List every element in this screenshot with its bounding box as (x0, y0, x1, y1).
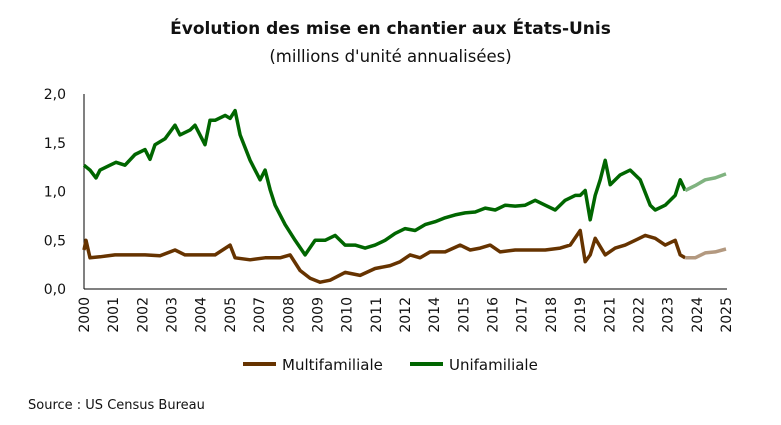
x-tick-label: 2019 (573, 297, 589, 333)
x-tick-label: 2008 (281, 297, 297, 333)
x-tick-label: 2016 (486, 297, 502, 333)
x-tick-label: 2007 (252, 297, 268, 333)
y-tick-label: 0,0 (44, 282, 66, 298)
source-note: Source : US Census Bureau (28, 398, 205, 413)
x-tick-label: 2001 (106, 297, 122, 333)
x-tick-label: 2012 (398, 297, 414, 333)
chart-subtitle: (millions d'unité annualisées) (269, 47, 512, 66)
x-tick-label: 2015 (456, 297, 472, 333)
x-tick-label: 2002 (135, 297, 151, 333)
x-tick-label: 2014 (427, 297, 443, 333)
x-tick-label: 2023 (661, 297, 677, 333)
chart-title: Évolution des mise en chantier aux États… (170, 19, 611, 39)
legend-label-unifamiliale: Unifamiliale (449, 356, 538, 374)
x-tick-label: 2003 (165, 297, 181, 333)
legend-label-multifamiliale: Multifamiliale (282, 356, 383, 374)
x-tick-label: 2017 (515, 297, 531, 333)
series-line-unifamiliale (82, 108, 687, 257)
x-tick-label: 2021 (602, 297, 618, 333)
x-tick-label: 2009 (310, 297, 326, 333)
x-tick-label: 2025 (719, 297, 735, 333)
series-line-forecast-3 (684, 172, 727, 193)
x-tick-label: 2005 (223, 297, 239, 333)
x-tick-label: 2018 (544, 297, 560, 333)
x-tick-label: 2024 (690, 297, 706, 333)
series-line-multifamiliale (82, 228, 687, 284)
y-tick-label: 2,0 (44, 87, 66, 103)
x-tick-label: 2022 (631, 297, 647, 333)
y-tick-label: 0,5 (44, 233, 66, 249)
x-tick-label: 2004 (194, 297, 210, 333)
series-line-forecast-2 (685, 247, 727, 260)
y-tick-label: 1,5 (44, 136, 66, 152)
x-tick-label: 2010 (340, 297, 356, 333)
y-tick-label: 1,0 (44, 185, 66, 201)
x-tick-label: 2000 (77, 297, 93, 333)
legend: Multifamiliale Unifamiliale (243, 356, 538, 374)
x-tick-label: 2011 (369, 297, 385, 333)
